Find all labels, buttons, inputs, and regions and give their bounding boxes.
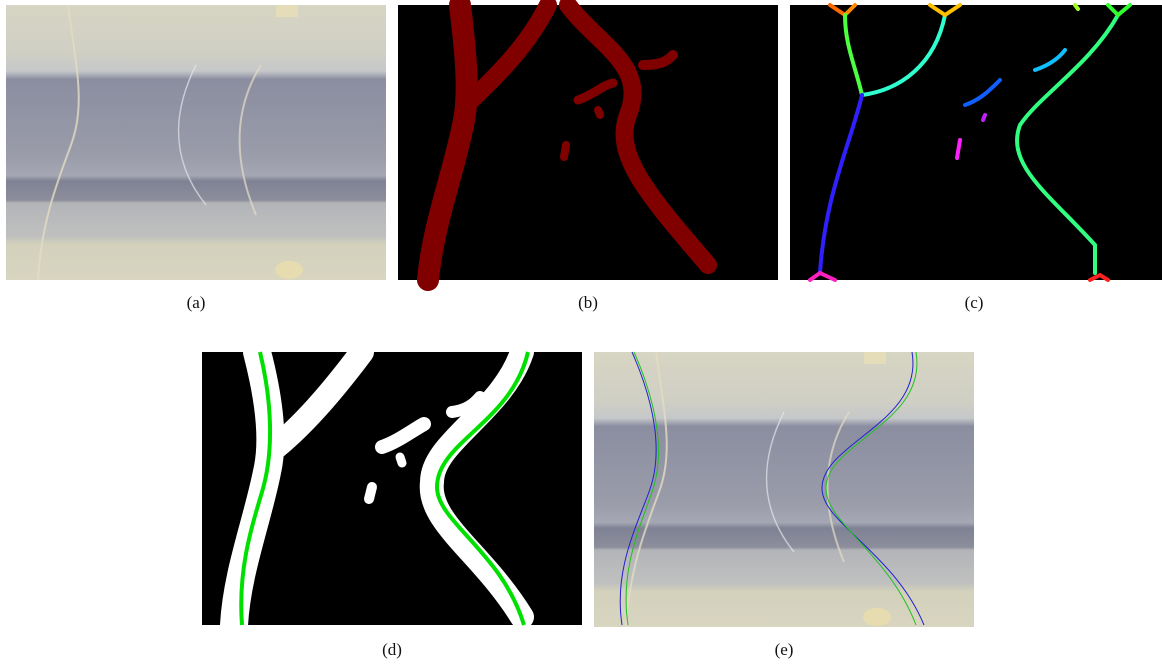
caption: (a) xyxy=(187,293,206,312)
caption: (d) xyxy=(382,640,402,659)
figure: (a) (b) xyxy=(0,0,1162,666)
panel-d-image xyxy=(202,352,582,625)
panel-a-image xyxy=(6,5,386,280)
panel-b-image xyxy=(398,5,778,280)
panel-c-image xyxy=(790,5,1162,280)
panel-e-image xyxy=(594,352,974,627)
caption: (c) xyxy=(965,293,984,312)
caption: (e) xyxy=(775,640,794,659)
caption: (b) xyxy=(578,293,598,312)
